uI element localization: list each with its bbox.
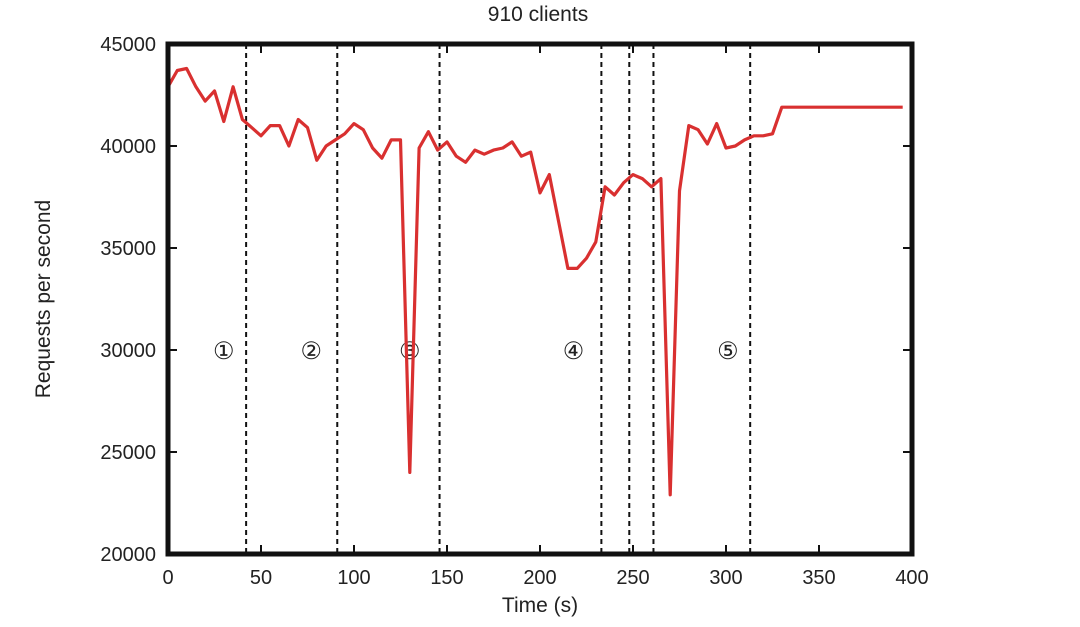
y-tick-label: 40000: [100, 136, 156, 158]
x-tick-label: 400: [895, 567, 928, 589]
phase-boundaries: [245, 44, 752, 554]
region-label: ③: [399, 338, 421, 365]
y-tick-label: 35000: [100, 238, 156, 260]
plot-frame: [165, 41, 915, 557]
x-tick-label: 200: [523, 567, 556, 589]
x-axis-title: Time (s): [502, 594, 578, 617]
region-label: ①: [213, 338, 235, 365]
region-label: ④: [563, 338, 585, 365]
chart-title: 910 clients: [488, 3, 588, 26]
x-tick-label: 150: [430, 567, 463, 589]
region-labels: ① ② ③ ④ ⑤: [213, 338, 739, 365]
y-tick-label: 25000: [100, 442, 156, 464]
y-tick-label: 20000: [100, 544, 156, 566]
y-axis-title: Requests per second: [32, 200, 55, 398]
region-label: ②: [300, 338, 322, 365]
y-axis-ticks: 20000 25000 30000 35000 40000 45000: [100, 34, 912, 566]
series-line: [166, 66, 903, 497]
x-tick-label: 250: [616, 567, 649, 589]
x-tick-label: 350: [802, 567, 835, 589]
region-label: ⑤: [717, 338, 739, 365]
y-tick-label: 30000: [100, 340, 156, 362]
x-tick-label: 100: [337, 567, 370, 589]
y-tick-label: 45000: [100, 34, 156, 56]
x-tick-label: 0: [162, 567, 173, 589]
x-tick-label: 300: [709, 567, 742, 589]
x-tick-label: 50: [250, 567, 272, 589]
